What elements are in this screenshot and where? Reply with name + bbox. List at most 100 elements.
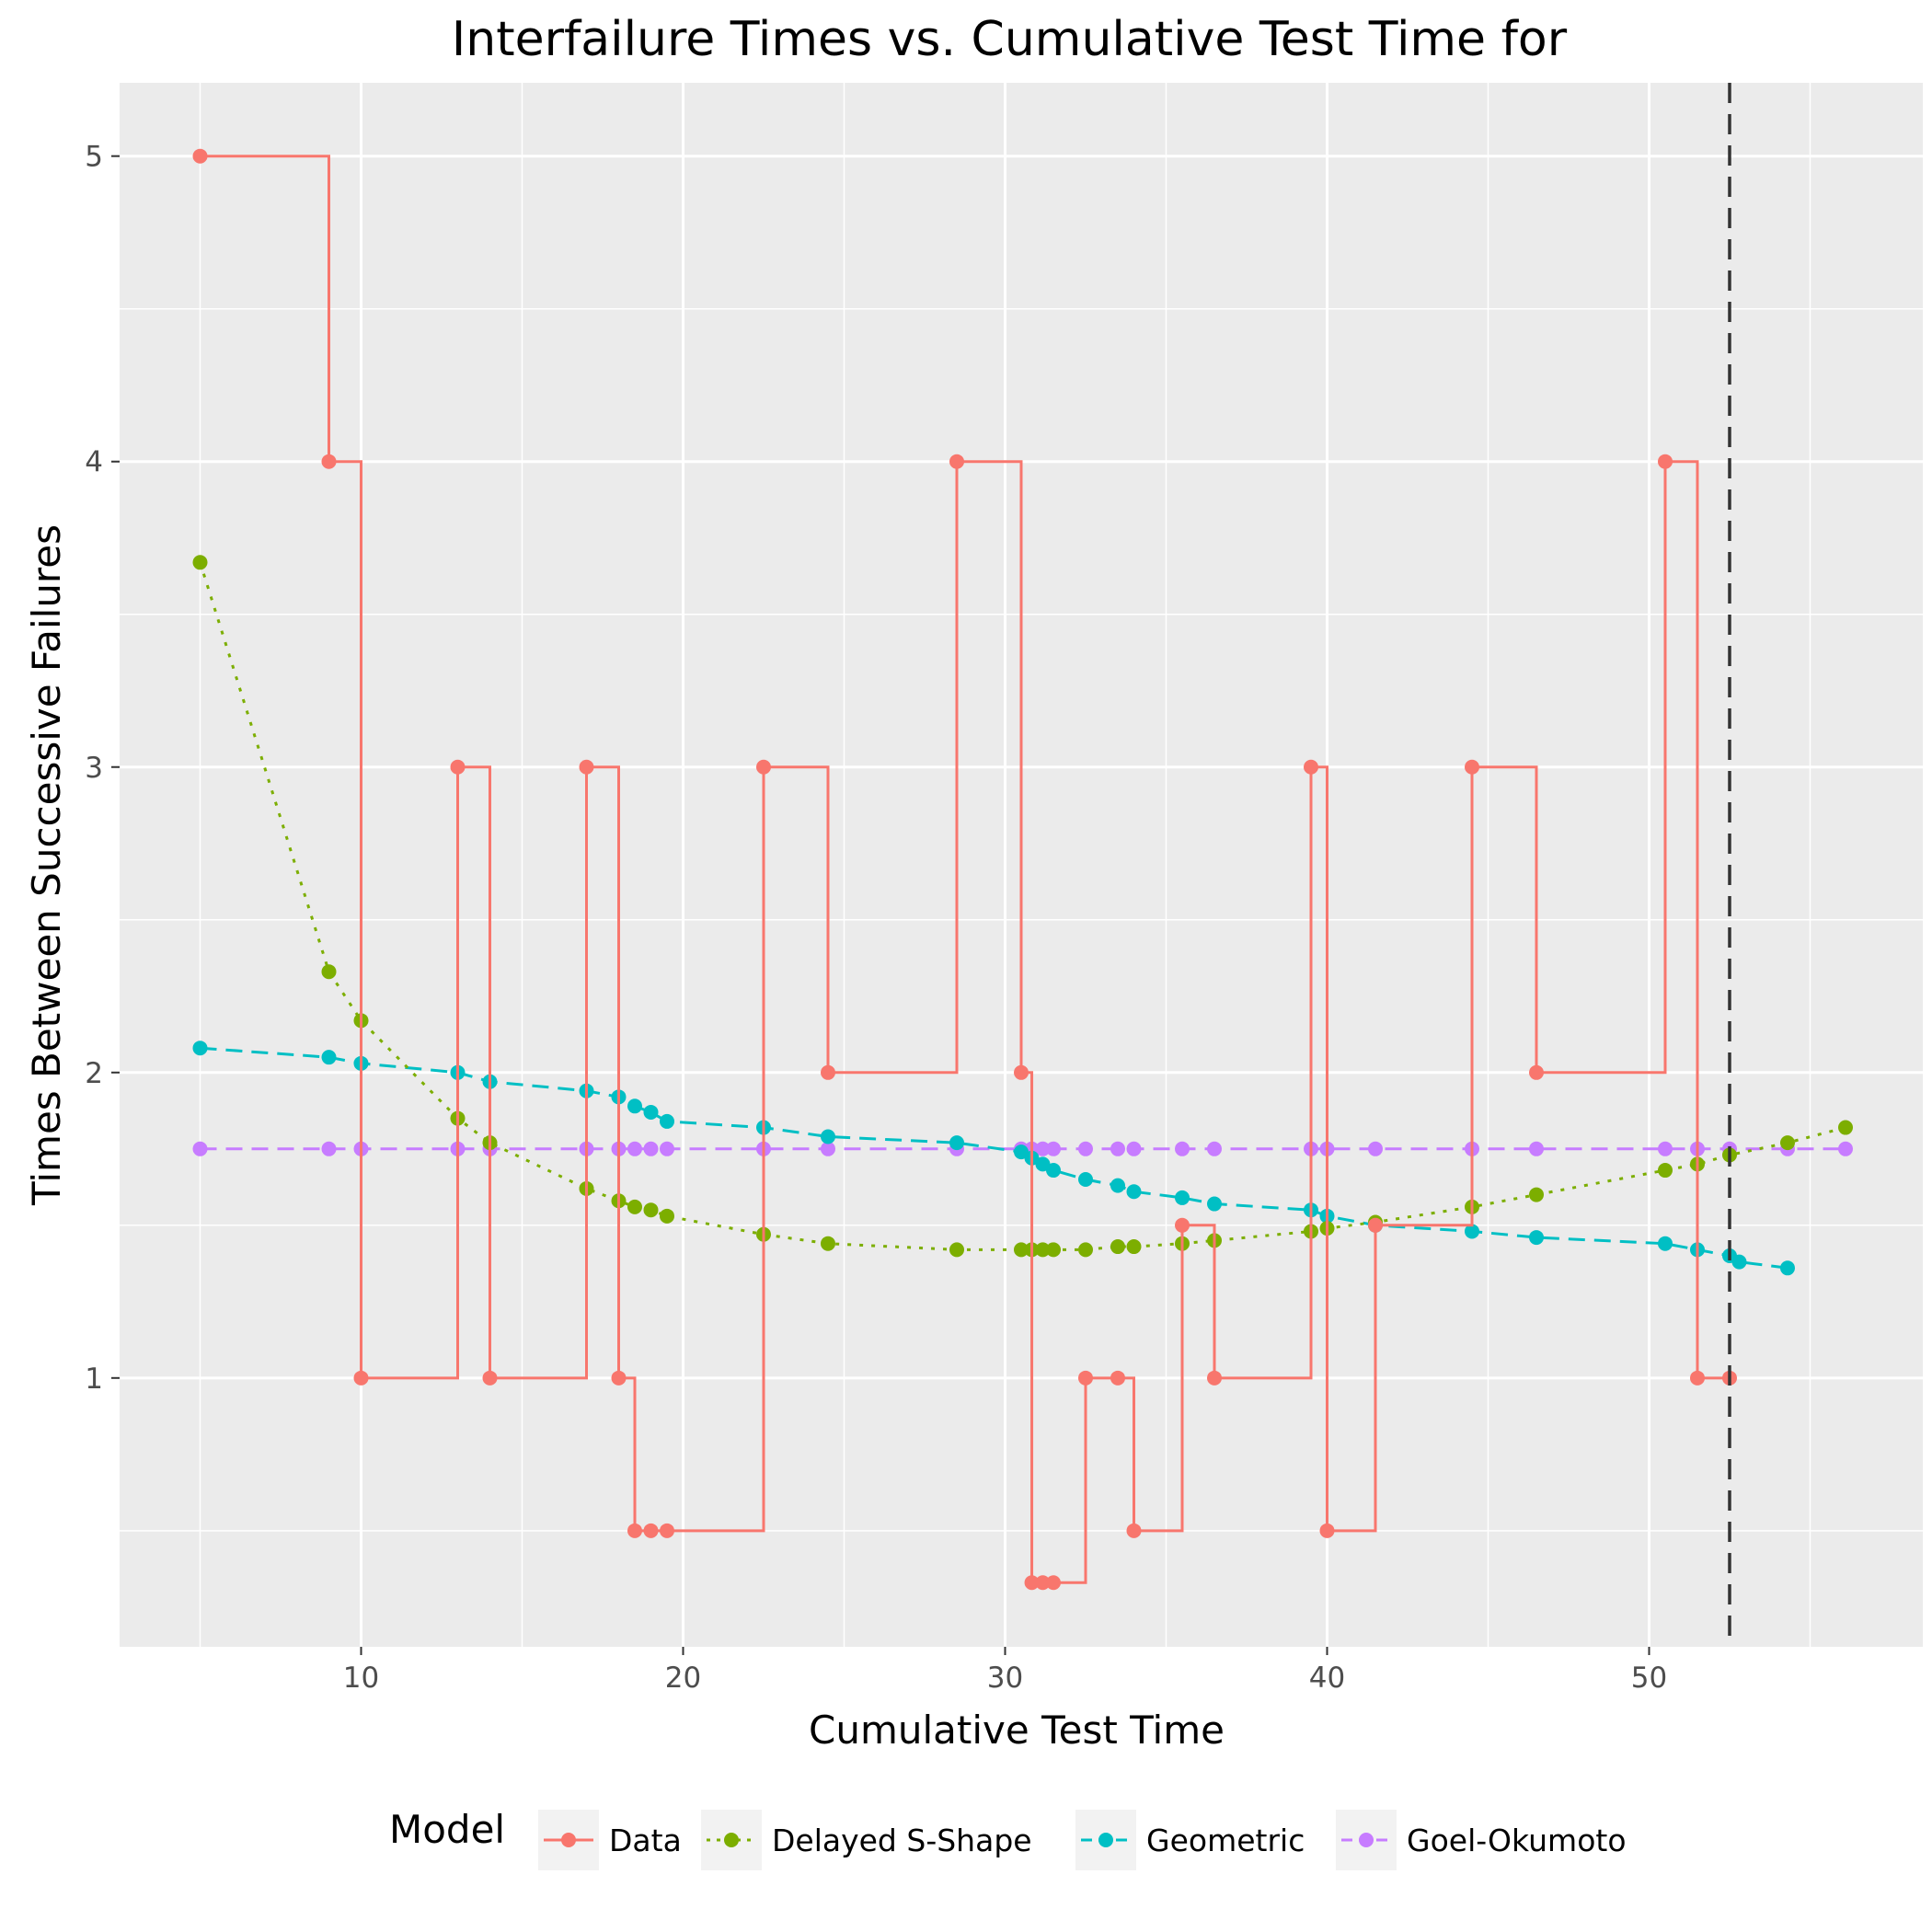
data-point (1078, 1141, 1093, 1156)
data-point (482, 1370, 498, 1386)
data-point (1078, 1171, 1093, 1187)
legend-item: Delayed S-Shape (701, 1810, 1032, 1870)
data-point (1014, 1064, 1029, 1080)
legend-label: Goel-Okumoto (1407, 1823, 1627, 1858)
data-point (1175, 1217, 1190, 1233)
data-point (1658, 1141, 1673, 1156)
data-point (321, 1141, 337, 1156)
legend-key-point (1098, 1833, 1113, 1847)
y-tick-label: 4 (85, 446, 103, 479)
data-point (643, 1523, 659, 1538)
data-point (1658, 454, 1673, 469)
data-point (1110, 1178, 1125, 1193)
data-point (353, 1370, 369, 1386)
y-tick-label: 3 (85, 752, 103, 785)
data-point (1465, 1224, 1479, 1239)
x-tick-label: 40 (1309, 1662, 1345, 1695)
series-data (192, 148, 1737, 1591)
x-tick-label: 20 (665, 1662, 701, 1695)
data-point (192, 1041, 208, 1056)
data-point (1838, 1120, 1853, 1135)
legend-title: Model (389, 1807, 505, 1852)
x-tick-label: 50 (1631, 1662, 1667, 1695)
data-point (660, 1523, 674, 1538)
data-point (1035, 1575, 1051, 1591)
data-point (821, 1129, 835, 1144)
data-point (1368, 1217, 1383, 1233)
data-point (1529, 1230, 1544, 1246)
x-tick-label: 10 (343, 1662, 379, 1695)
data-point (1465, 759, 1479, 775)
data-point (660, 1141, 674, 1156)
data-point (1207, 1141, 1222, 1156)
data-point (660, 1208, 674, 1224)
data-point (1110, 1141, 1125, 1156)
data-point (579, 759, 594, 775)
data-point (627, 1098, 642, 1114)
data-point (1658, 1236, 1673, 1251)
data-point (756, 759, 771, 775)
data-point (1780, 1260, 1795, 1276)
legend-label: Delayed S-Shape (772, 1823, 1032, 1858)
data-point (1046, 1242, 1061, 1258)
data-point (1035, 1141, 1051, 1156)
data-point (1035, 1242, 1051, 1258)
data-point (1658, 1163, 1673, 1179)
x-tick-label: 30 (987, 1662, 1023, 1695)
data-point (611, 1370, 627, 1386)
series-delayed-s-shape (192, 555, 1853, 1258)
data-point (821, 1064, 835, 1080)
data-point (1731, 1254, 1747, 1270)
data-point (1175, 1141, 1190, 1156)
series-layer (192, 83, 1853, 1647)
x-axis-title: Cumulative Test Time (809, 1708, 1225, 1753)
data-point (321, 1050, 337, 1065)
y-tick-label: 5 (85, 141, 103, 174)
legend-item: Goel-Okumoto (1336, 1810, 1627, 1870)
data-point (1024, 1575, 1040, 1591)
legend-label: Geometric (1146, 1823, 1305, 1858)
data-point (1368, 1141, 1383, 1156)
data-point (1126, 1141, 1142, 1156)
y-axis-title: Times Between Successive Failures (24, 524, 69, 1206)
y-tick-label: 2 (85, 1057, 103, 1090)
data-point (1126, 1239, 1142, 1255)
y-tick-label: 1 (85, 1363, 103, 1396)
data-point (1838, 1141, 1853, 1156)
data-point (192, 555, 208, 570)
legend-item: Geometric (1075, 1810, 1305, 1870)
data-point (1529, 1187, 1544, 1202)
data-point (1110, 1370, 1125, 1386)
legend-item: Data (538, 1810, 682, 1870)
legend: Model Data Delayed S-Shape Geometric Goel-O… (389, 1807, 1627, 1870)
legend-key-point (724, 1833, 739, 1847)
data-point (627, 1199, 642, 1214)
data-point (821, 1141, 835, 1156)
data-point (627, 1141, 642, 1156)
data-point (1126, 1523, 1142, 1538)
data-point (949, 1242, 964, 1258)
axis-layer: 10 20 30 40 50 1 2 3 4 5 (85, 141, 1667, 1695)
data-point (1207, 1196, 1222, 1212)
data-point (450, 759, 466, 775)
data-point (321, 454, 337, 469)
data-point (821, 1236, 835, 1251)
data-point (1046, 1575, 1061, 1591)
data-point (643, 1202, 659, 1218)
legend-key-point (561, 1833, 576, 1847)
data-point (1046, 1141, 1061, 1156)
data-point (660, 1113, 674, 1129)
data-point (949, 454, 964, 469)
data-point (1078, 1242, 1093, 1258)
legend-label: Data (609, 1823, 682, 1858)
data-point (1319, 1523, 1335, 1538)
data-point (321, 964, 337, 980)
data-point (192, 1141, 208, 1156)
data-point (1780, 1135, 1795, 1151)
data-point (949, 1135, 964, 1151)
data-point (1014, 1242, 1029, 1258)
data-point (1690, 1370, 1705, 1386)
data-point (643, 1104, 659, 1120)
data-point (1207, 1370, 1222, 1386)
